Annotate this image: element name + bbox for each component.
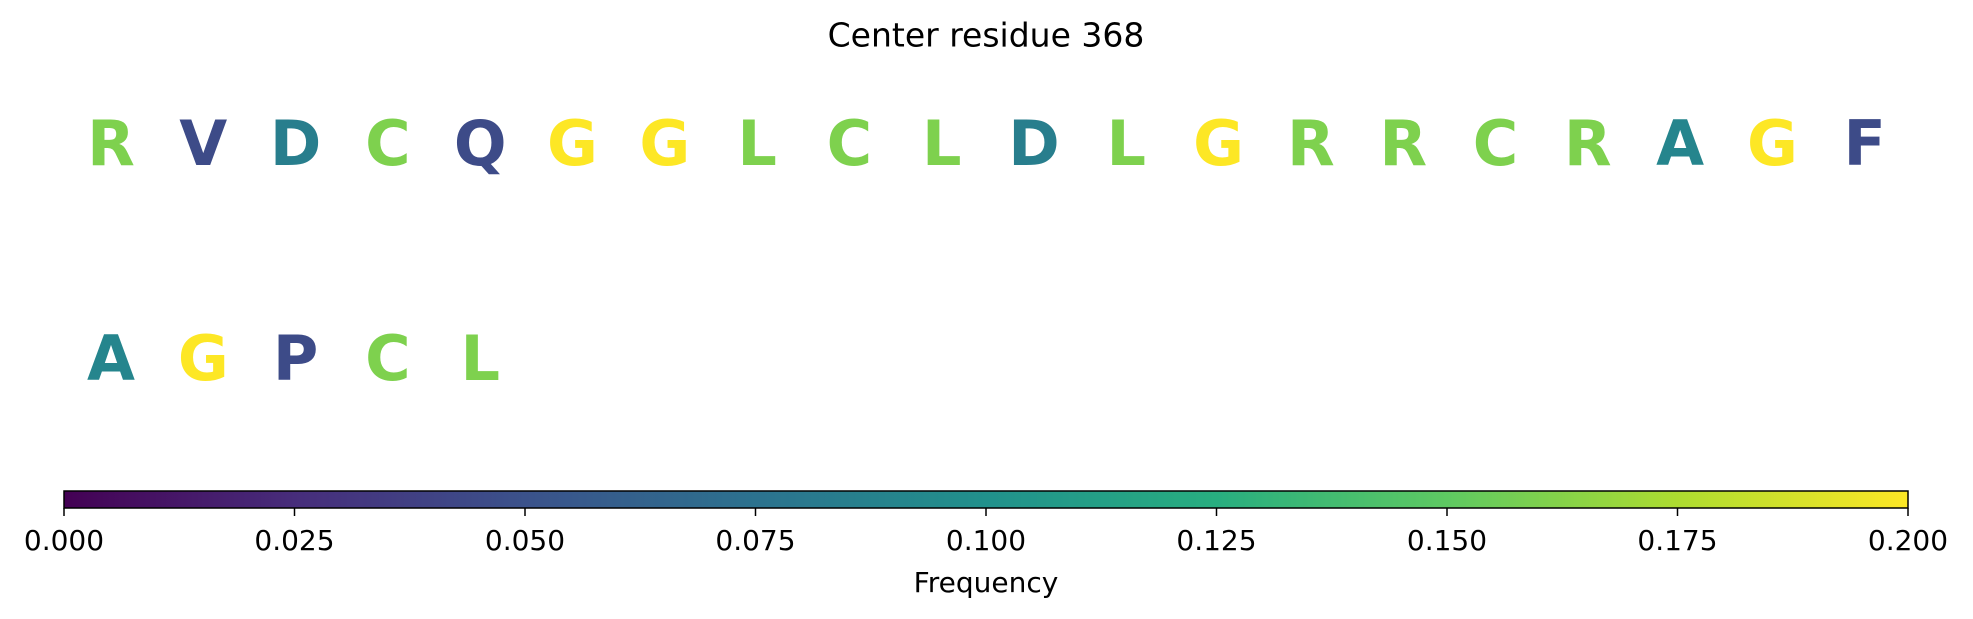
x-tick-label: 0.050 — [485, 524, 565, 557]
residue-letter: L — [737, 107, 777, 180]
x-tick-label: 0.000 — [24, 524, 104, 557]
residue-letter: C — [365, 322, 411, 395]
residue-letter: P — [273, 322, 318, 395]
x-tick-label: 0.175 — [1637, 524, 1717, 557]
residue-letter: G — [547, 107, 598, 180]
residue-letter: R — [1564, 107, 1612, 180]
colorbar — [63, 490, 1909, 509]
residue-letter: R — [87, 107, 135, 180]
residue-letter: C — [365, 107, 411, 180]
chart-title: Center residue 368 — [828, 16, 1145, 55]
residue-letter: L — [1107, 107, 1147, 180]
residue-letter: V — [179, 107, 227, 180]
residue-letter: C — [827, 107, 873, 180]
residue-letter: G — [178, 322, 229, 395]
residue-letter: Q — [454, 107, 507, 180]
residue-letter: L — [460, 322, 500, 395]
residue-letter: L — [922, 107, 962, 180]
x-tick-label: 0.125 — [1176, 524, 1256, 557]
x-tick-label: 0.200 — [1868, 524, 1948, 557]
residue-letter: D — [1008, 107, 1059, 180]
x-tick-label: 0.075 — [715, 524, 795, 557]
residue-letter: R — [1379, 107, 1427, 180]
x-tick-label: 0.100 — [946, 524, 1026, 557]
residue-letter: R — [1287, 107, 1335, 180]
residue-letter: G — [1193, 107, 1244, 180]
colorbar-label: Frequency — [914, 566, 1059, 599]
residue-letter: C — [1473, 107, 1519, 180]
x-tick-label: 0.150 — [1407, 524, 1487, 557]
residue-letter: G — [639, 107, 690, 180]
x-tick-label: 0.025 — [254, 524, 334, 557]
residue-letter: D — [270, 107, 321, 180]
residue-letter: G — [1747, 107, 1798, 180]
residue-letter: A — [87, 322, 135, 395]
residue-letter: F — [1844, 107, 1886, 180]
residue-letter: A — [1656, 107, 1704, 180]
